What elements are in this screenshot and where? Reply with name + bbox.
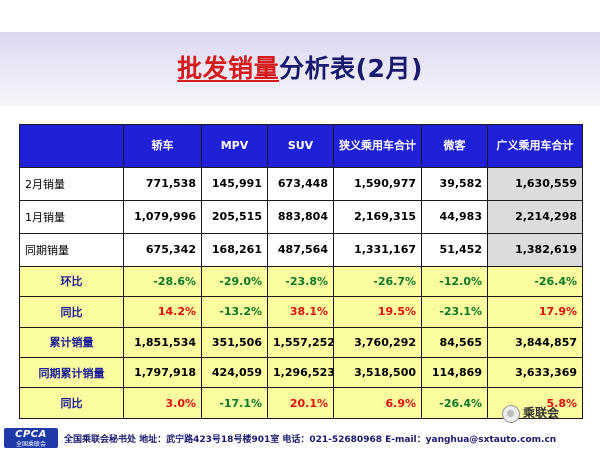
watermark: 乘联会 (502, 404, 594, 426)
table-cell: 3,844,857 (487, 326, 583, 359)
table-row: 环比 -28.6% -29.0% -23.8% -26.7% -12.0% -26.4% (19, 265, 583, 298)
table-cell: 1,079,996 (123, 199, 202, 234)
table-cell: 2,214,298 (487, 199, 583, 234)
table-cell: 38.1% (267, 296, 334, 328)
table-row: 1月销量 1,079,996 205,515 883,804 2,169,315 44,9… (19, 199, 583, 234)
table-cell: 1,851,534 (123, 326, 202, 359)
table-cell: 351,506 (201, 326, 268, 359)
table-cell: -12.0% (421, 265, 488, 298)
table-cell: 20.1% (267, 387, 334, 419)
title-band: 批发销量分析表(2月) (0, 32, 600, 106)
row-label: 同期销量 (19, 232, 124, 267)
header-cell: 广义乘用车合计 (487, 124, 583, 168)
table-cell: 883,804 (267, 199, 334, 234)
title-rest: 分析表(2月) (279, 54, 423, 83)
table-row: 2月销量 771,538 145,991 673,448 1,590,977 39,582… (19, 167, 583, 201)
row-label: 环比 (19, 265, 124, 298)
table-cell: -23.8% (267, 265, 334, 298)
table-cell: -26.4% (487, 265, 583, 298)
table-cell: 39,582 (421, 167, 488, 201)
table-cell: 771,538 (123, 167, 202, 201)
table-cell: 3,518,500 (333, 357, 422, 389)
sales-analysis-table: 轿车 MPV SUV 狭义乘用车合计 微客 广义乘用车合计 2月销量 771,53… (19, 124, 583, 419)
row-label: 同期累计销量 (19, 357, 124, 389)
table-cell: 424,059 (201, 357, 268, 389)
table-cell: 17.9% (487, 296, 583, 328)
table-cell: 114,869 (421, 357, 488, 389)
table-row: 同比 3.0% -17.1% 20.1% 6.9% -26.4% 5.8% (19, 387, 583, 419)
table-cell: -29.0% (201, 265, 268, 298)
header-cell: MPV (201, 124, 268, 168)
table-cell: 84,565 (421, 326, 488, 359)
table-cell: 145,991 (201, 167, 268, 201)
cpca-logo: CPCA 全国乘联会 (4, 428, 58, 448)
table-cell: 3,633,369 (487, 357, 583, 389)
header-cell: 微客 (421, 124, 488, 168)
table-cell: 1,382,619 (487, 232, 583, 267)
row-label: 同比 (19, 296, 124, 328)
row-label: 累计销量 (19, 326, 124, 359)
table-cell: 1,590,977 (333, 167, 422, 201)
table-cell: 3.0% (123, 387, 202, 419)
table-cell: 3,760,292 (333, 326, 422, 359)
table-header-row: 轿车 MPV SUV 狭义乘用车合计 微客 广义乘用车合计 (19, 124, 583, 168)
table-cell: 1,557,252 (267, 326, 334, 359)
table-row: 累计销量 1,851,534 351,506 1,557,252 3,760,292 84… (19, 326, 583, 359)
table-cell: 1,797,918 (123, 357, 202, 389)
table-cell: -26.4% (421, 387, 488, 419)
table-cell: -13.2% (201, 296, 268, 328)
title-highlight: 批发销量 (177, 54, 280, 83)
header-cell (19, 124, 124, 168)
row-label: 同比 (19, 387, 124, 419)
table-cell: 673,448 (267, 167, 334, 201)
table-cell: 1,630,559 (487, 167, 583, 201)
table-cell: 1,331,167 (333, 232, 422, 267)
table-cell: 14.2% (123, 296, 202, 328)
table-cell: 19.5% (333, 296, 422, 328)
header-cell: SUV (267, 124, 334, 168)
table-row: 同比 14.2% -13.2% 38.1% 19.5% -23.1% 17.9% (19, 296, 583, 328)
table-cell: 205,515 (201, 199, 268, 234)
table-body: 2月销量 771,538 145,991 673,448 1,590,977 39,582… (19, 167, 583, 419)
page-title: 批发销量分析表(2月) (0, 49, 600, 85)
table-cell: -23.1% (421, 296, 488, 328)
wechat-icon (502, 404, 520, 423)
logo-text: CPCA (15, 429, 47, 440)
table-cell: 675,342 (123, 232, 202, 267)
footer-contact: 全国乘联会秘书处 地址：武宁路423号18号楼901室 电话：021-52680… (64, 435, 557, 445)
table-cell: -26.7% (333, 265, 422, 298)
table-row: 同期销量 675,342 168,261 487,564 1,331,167 51,452… (19, 232, 583, 267)
table-cell: 44,983 (421, 199, 488, 234)
table-cell: -28.6% (123, 265, 202, 298)
table-cell: -17.1% (201, 387, 268, 419)
header-cell: 轿车 (123, 124, 202, 168)
table-cell: 51,452 (421, 232, 488, 267)
watermark-text: 乘联会 (523, 406, 560, 420)
header-cell: 狭义乘用车合计 (333, 124, 422, 168)
row-label: 1月销量 (19, 199, 124, 234)
table-cell: 2,169,315 (333, 199, 422, 234)
table-row: 同期累计销量 1,797,918 424,059 1,296,523 3,518,500… (19, 357, 583, 389)
table-cell: 487,564 (267, 232, 334, 267)
table-cell: 1,296,523 (267, 357, 334, 389)
table-cell: 168,261 (201, 232, 268, 267)
footer: CPCA 全国乘联会 全国乘联会秘书处 地址：武宁路423号18号楼901室 电… (0, 426, 600, 450)
row-label: 2月销量 (19, 167, 124, 201)
table-cell: 6.9% (333, 387, 422, 419)
logo-subtext: 全国乘联会 (15, 441, 46, 448)
